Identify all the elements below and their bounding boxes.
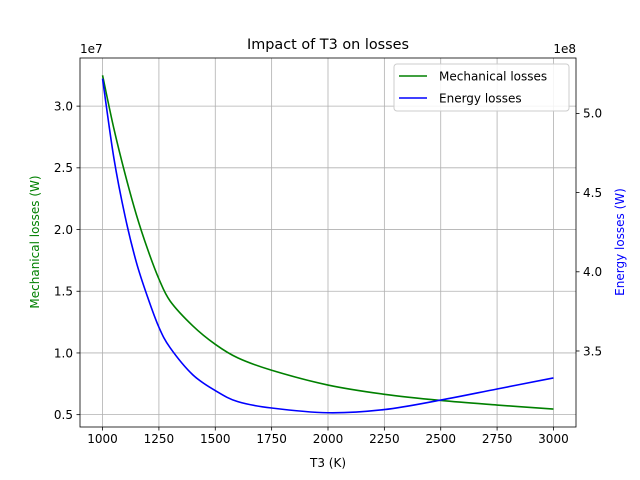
left-offset-text: 1e7 xyxy=(80,42,103,56)
series-layer xyxy=(101,75,554,414)
x-tick-label: 2250 xyxy=(369,432,400,446)
left-y-axis-label: Mechanical losses (W) xyxy=(28,175,42,308)
left-y-axis: 0.5 1.0 1.5 2.0 2.5 3.0 xyxy=(54,99,80,422)
left-y-tick-label: 2.0 xyxy=(54,223,73,237)
left-y-tick-label: 1.5 xyxy=(54,285,73,299)
left-y-tick-label: 2.5 xyxy=(54,161,73,175)
right-offset-text: 1e8 xyxy=(553,42,576,56)
series-line-energy-losses xyxy=(101,78,554,414)
x-tick-label: 1750 xyxy=(256,432,287,446)
x-tick-label: 1250 xyxy=(144,432,175,446)
x-tick-label: 1500 xyxy=(200,432,231,446)
left-y-tick-label: 1.0 xyxy=(54,346,73,360)
right-y-axis: 3.5 4.0 4.5 5.0 xyxy=(576,107,602,358)
legend-label-energy: Energy losses xyxy=(439,92,522,106)
left-y-tick-label: 0.5 xyxy=(54,408,73,422)
right-y-tick-label: 5.0 xyxy=(583,107,602,121)
legend-label-mechanical: Mechanical losses xyxy=(439,70,547,84)
left-y-tick-label: 3.0 xyxy=(54,99,73,113)
series-line-mechanical-losses xyxy=(101,75,554,410)
right-y-tick-label: 4.5 xyxy=(583,186,602,200)
x-tick-label: 2750 xyxy=(482,432,513,446)
right-y-tick-label: 4.0 xyxy=(583,265,602,279)
x-tick-label: 2500 xyxy=(425,432,456,446)
right-y-axis-label: Energy losses (W) xyxy=(613,188,627,296)
x-axis: 1000 1250 1500 1750 2000 2250 2500 2750 3000 xyxy=(87,427,569,446)
right-y-tick-label: 3.5 xyxy=(583,344,602,358)
x-tick-label: 1000 xyxy=(87,432,118,446)
x-axis-label: T3 (K) xyxy=(309,456,346,470)
grid xyxy=(80,58,576,427)
x-tick-label: 3000 xyxy=(538,432,569,446)
x-tick-label: 2000 xyxy=(313,432,344,446)
legend-box xyxy=(393,63,570,112)
chart-title: Impact of T3 on losses xyxy=(247,37,409,53)
legend: Mechanical losses Energy losses xyxy=(393,63,570,112)
